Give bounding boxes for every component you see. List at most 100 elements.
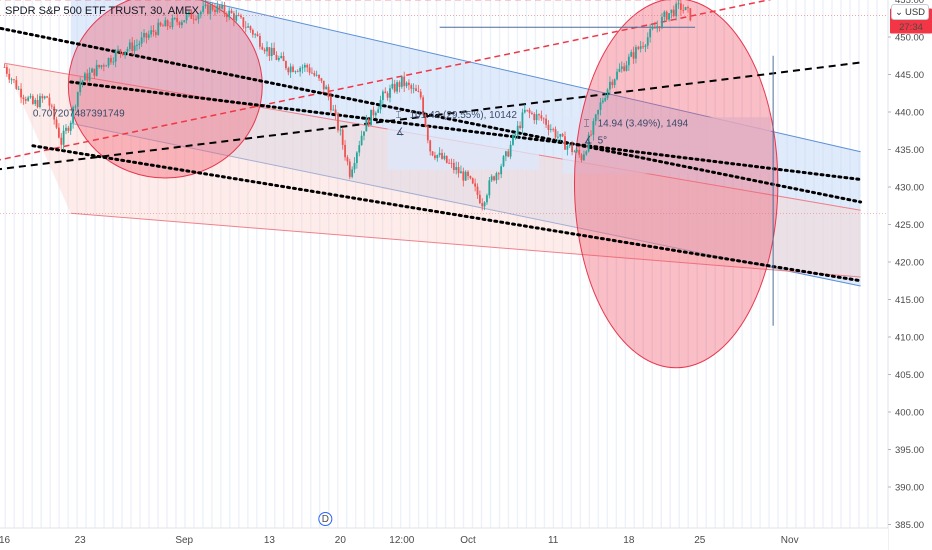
session-stripe bbox=[229, 0, 231, 528]
candle-body bbox=[443, 155, 446, 159]
candle-body bbox=[102, 65, 105, 67]
ellipse-right bbox=[573, 0, 779, 369]
session-stripe bbox=[516, 0, 519, 528]
candle-body bbox=[677, 3, 680, 5]
candle-body bbox=[545, 118, 547, 125]
candle-body bbox=[339, 129, 342, 131]
candle-body bbox=[46, 96, 48, 98]
price-tick-label: 410.00 bbox=[895, 333, 924, 344]
candle-body bbox=[497, 173, 500, 175]
session-stripe bbox=[687, 0, 689, 528]
candle-body bbox=[490, 176, 493, 181]
session-stripe bbox=[274, 0, 276, 528]
candle-body bbox=[150, 30, 153, 35]
candle-body bbox=[599, 102, 602, 110]
candle-body bbox=[329, 97, 332, 111]
bar-countdown: 27:34 bbox=[899, 22, 923, 33]
session-stripe bbox=[399, 0, 402, 528]
session-stripe bbox=[238, 0, 240, 528]
candle-body bbox=[523, 109, 526, 113]
candle-body bbox=[372, 109, 375, 116]
candle-body bbox=[672, 9, 675, 17]
candle-body bbox=[128, 42, 131, 49]
candle-body bbox=[656, 26, 659, 29]
session-stripe bbox=[247, 0, 249, 528]
candle-body bbox=[81, 80, 84, 83]
candle-body bbox=[585, 151, 588, 155]
candle-body bbox=[363, 131, 365, 136]
candle-body bbox=[318, 74, 320, 79]
time-axis[interactable] bbox=[0, 528, 888, 550]
candle-body bbox=[292, 66, 294, 72]
candle-body bbox=[573, 151, 576, 153]
session-stripe bbox=[588, 0, 591, 528]
candle-body bbox=[294, 71, 297, 73]
session-stripe bbox=[157, 0, 159, 528]
candle-body bbox=[119, 49, 122, 53]
price-tick-label: 440.00 bbox=[895, 108, 924, 119]
candle-body bbox=[374, 112, 377, 116]
candle-body bbox=[178, 22, 181, 26]
candle-body bbox=[578, 150, 581, 155]
candle-body bbox=[346, 157, 349, 162]
candle-body bbox=[197, 14, 200, 20]
candle-body bbox=[299, 68, 302, 72]
candle-body bbox=[590, 134, 592, 136]
session-stripe bbox=[390, 0, 393, 528]
candle-body bbox=[36, 99, 39, 108]
candle-body bbox=[396, 82, 398, 92]
session-stripe bbox=[363, 0, 366, 528]
candle-body bbox=[173, 18, 176, 19]
candle-body bbox=[301, 67, 304, 69]
candle-body bbox=[126, 48, 129, 52]
candle-body bbox=[488, 180, 491, 196]
candle-body bbox=[206, 4, 209, 14]
session-stripe bbox=[435, 0, 438, 528]
candle-body bbox=[249, 26, 252, 30]
currency-selector[interactable]: ⌄ USD bbox=[891, 4, 929, 20]
candle-body bbox=[296, 71, 299, 73]
candle-body bbox=[117, 49, 119, 52]
candle-body bbox=[393, 83, 396, 92]
candle-body bbox=[611, 81, 614, 86]
candle-body bbox=[199, 11, 202, 15]
time-tick-label: Oct bbox=[460, 535, 476, 546]
session-stripe bbox=[525, 0, 528, 528]
candle-body bbox=[538, 114, 540, 116]
candle-body bbox=[169, 26, 171, 28]
session-stripe bbox=[381, 0, 384, 528]
candle-body bbox=[57, 127, 60, 138]
session-stripe bbox=[94, 0, 96, 528]
candle-body bbox=[637, 47, 640, 49]
candle-body bbox=[192, 18, 195, 20]
candle-body bbox=[412, 88, 415, 90]
candle-body bbox=[315, 74, 318, 76]
black-dashed-rising bbox=[0, 61, 861, 171]
price-axis[interactable] bbox=[888, 0, 932, 550]
session-stripe bbox=[552, 0, 555, 528]
session-stripe bbox=[211, 0, 213, 528]
session-stripe bbox=[732, 0, 734, 528]
dividend-marker-icon[interactable] bbox=[318, 512, 333, 526]
dividend-marker-label: D bbox=[322, 514, 329, 525]
candle-body bbox=[159, 22, 162, 26]
candle-body bbox=[259, 36, 261, 47]
time-tick-label: 25 bbox=[694, 535, 706, 546]
session-stripe bbox=[310, 0, 312, 528]
session-stripe bbox=[67, 0, 69, 528]
candle-body bbox=[568, 144, 571, 147]
candle-body bbox=[583, 154, 585, 161]
session-stripe bbox=[471, 0, 474, 528]
candle-body bbox=[140, 37, 143, 44]
candle-body bbox=[521, 112, 524, 129]
candle-body bbox=[422, 97, 425, 115]
plot-area[interactable] bbox=[0, 0, 888, 528]
candle-body bbox=[684, 7, 687, 11]
candle-body bbox=[495, 173, 498, 181]
session-stripe bbox=[193, 0, 195, 528]
candle-body bbox=[185, 14, 188, 21]
candle-body bbox=[509, 144, 512, 157]
range-1-label: 101.42 (29.55%), 10142 bbox=[410, 110, 518, 121]
